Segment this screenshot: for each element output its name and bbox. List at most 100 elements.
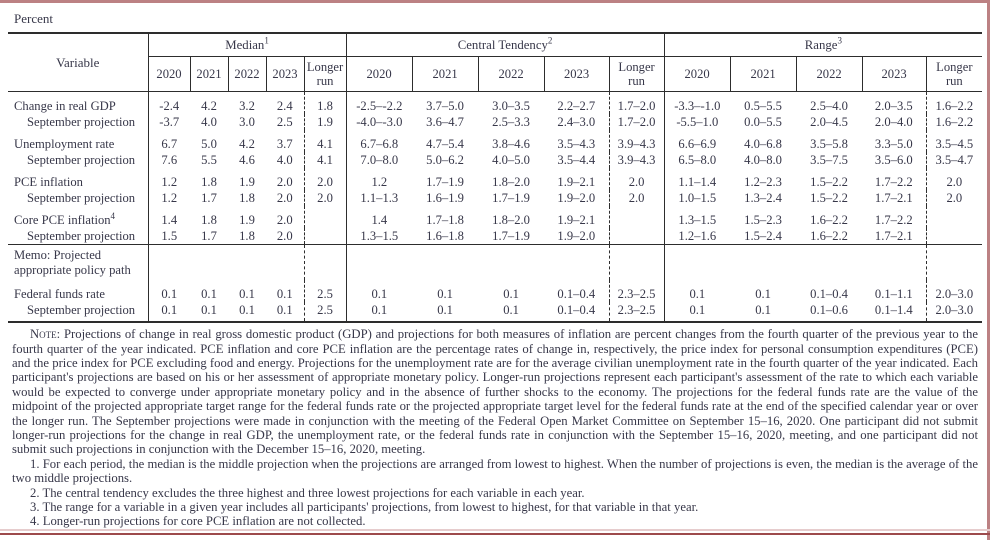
page-border-bottom-dark	[0, 533, 990, 535]
page-border-bottom-light	[0, 529, 990, 531]
central-2021-value: 3.7–5.0	[426, 99, 464, 114]
median-longer-run-value: 2.5	[303, 302, 347, 323]
central-2022-value: 0.1	[503, 287, 519, 302]
range-longer-run-value	[925, 244, 983, 281]
median-longer-run-value: 1.9	[303, 114, 347, 131]
central-2020-value: 1.3–1.5	[345, 228, 413, 245]
median-2021-value	[190, 244, 228, 281]
range-2022-value: 2.5–4.0	[810, 99, 848, 114]
table-row: Federal funds rate 0.1 0.1 0.1 0.1 2.5 0.1 0.1 0…	[8, 280, 983, 303]
central-2022-value: 1.8–2.0	[492, 175, 530, 190]
year-header-median-2022: 2022	[227, 56, 266, 93]
year-header-range-2020: 2020	[663, 56, 731, 93]
central-2023-value	[544, 244, 610, 281]
table-row: September projection 0.1 0.1 0.1 0.1 2.5 0.1 0.…	[8, 302, 983, 323]
central-2021-value: 4.7–5.4	[426, 137, 464, 152]
range-longer-run-value	[925, 228, 983, 245]
table-header: Variable Median1 Central Tendency2 Range…	[8, 33, 983, 93]
central-2023-value: 1.9–2.0	[557, 191, 596, 206]
memo-row: Memo: Projected appropriate policy path	[8, 244, 983, 281]
row-label: September projection	[27, 153, 136, 168]
row-label: September projection	[27, 191, 136, 206]
year-header-row: 2020 2021 2022 2023 Longer run 2020 2021…	[8, 56, 983, 93]
central-2020-value: 0.1	[345, 280, 413, 303]
range-longer-run-value: 1.6–2.2	[925, 114, 983, 131]
median-2022-value: 4.6	[239, 153, 255, 168]
median-2022-value: 0.1	[239, 287, 255, 302]
median-2022-value: 1.8	[239, 229, 255, 244]
central-longer-run-value	[608, 244, 665, 281]
central-2020-value: 1.4	[345, 206, 413, 229]
median-2020-value: 0.1	[147, 280, 190, 303]
range-2020-value	[663, 244, 731, 281]
range-2022-value: 3.5–7.5	[810, 153, 848, 168]
range-2023-value: 0.1–1.4	[874, 303, 913, 318]
footnote-3: 3. The range for a variable in a given y…	[30, 500, 699, 515]
median-2023-value: 0.1	[276, 303, 293, 318]
table-row: Core PCE inflation4 1.4 1.8 1.9 2.0 1.4 1.7–1.…	[8, 206, 983, 229]
row-label: September projection	[27, 303, 136, 318]
variable-column-header: Variable	[8, 33, 148, 93]
median-longer-run-value: 4.1	[303, 130, 347, 153]
median-longer-run-value: 2.0	[303, 190, 347, 207]
row-label: Core PCE inflation4	[14, 211, 116, 228]
median-2023-value: 4.0	[276, 153, 293, 168]
median-2022-value: 3.0	[239, 115, 255, 130]
footnote-ref-1: 1	[264, 35, 269, 46]
median-2021-value: 5.5	[201, 153, 217, 168]
table-row: September projection 1.5 1.7 1.8 2.0 1.3–1.5 1…	[8, 228, 983, 245]
median-2021-value: 0.1	[201, 287, 217, 302]
row-label: PCE inflation	[14, 175, 83, 190]
median-2022-value: 3.2	[239, 99, 255, 114]
central-2023-value: 1.9–2.1	[557, 213, 596, 228]
central-2022-value: 1.7–1.9	[492, 229, 530, 244]
median-2020-value: 0.1	[147, 302, 190, 323]
footnote-ref-4: 4	[110, 211, 116, 221]
range-2022-value: 1.6–2.2	[810, 229, 848, 244]
central-2022-value: 1.7–1.9	[492, 191, 530, 206]
range-2023-value: 1.7–2.2	[874, 213, 913, 228]
central-2021-value: 1.7–1.8	[426, 213, 464, 228]
range-2022-value: 1.5–2.2	[810, 191, 848, 206]
range-2023-value: 1.7–2.2	[874, 175, 913, 190]
range-2021-value	[730, 244, 797, 281]
table-row: September projection -3.7 4.0 3.0 2.5 1.9 -4.0…	[8, 114, 983, 131]
median-longer-run-value: 4.1	[303, 152, 347, 169]
page-border-right	[987, 0, 990, 540]
row-label: Memo: Projected appropriate policy path	[8, 244, 148, 281]
central-2023-value: 0.1–0.4	[557, 287, 596, 302]
median-2021-value: 1.8	[201, 175, 217, 190]
range-longer-run-value: 3.5–4.5	[925, 130, 983, 153]
range-longer-run-value: 2.0–3.0	[925, 280, 983, 303]
median-2023-value: 2.0	[276, 213, 293, 228]
range-2020-value: 0.1	[663, 302, 731, 323]
central-2022-value: 2.5–3.3	[492, 115, 530, 130]
footnote-2: 2. The central tendency excludes the thr…	[30, 485, 585, 500]
year-header-range-longer-run: Longer run	[925, 56, 983, 93]
range-2022-value: 2.0–4.5	[810, 115, 848, 130]
range-longer-run-value: 2.0	[925, 190, 983, 207]
central-2020-value: 1.1–1.3	[345, 190, 413, 207]
median-2020-value: 7.6	[147, 152, 190, 169]
central-2022-value	[478, 244, 545, 281]
median-2021-value: 1.8	[201, 213, 217, 228]
range-2021-value: 4.0–6.8	[744, 137, 782, 152]
year-header-median-2023: 2023	[265, 56, 304, 93]
footnote-ref-2: 2	[547, 35, 553, 46]
range-2021-value: 1.5–2.4	[744, 229, 782, 244]
median-2023-value: 2.5	[276, 115, 293, 130]
range-2021-value: 4.0–8.0	[744, 153, 782, 168]
central-longer-run-value: 2.3–2.5	[608, 302, 665, 323]
range-2020-value: 1.0–1.5	[663, 190, 731, 207]
range-2021-value: 0.0–5.5	[744, 115, 782, 130]
central-2021-value: 0.1	[437, 287, 453, 302]
range-longer-run-value	[925, 206, 983, 229]
range-2020-value: 0.1	[663, 280, 731, 303]
central-2023-value: 2.4–3.0	[557, 115, 596, 130]
central-2020-value: -4.0–-3.0	[345, 114, 413, 131]
range-2020-value: 6.6–6.9	[663, 130, 731, 153]
range-2023-value: 1.7–2.1	[874, 191, 913, 206]
central-2020-value	[345, 244, 413, 281]
median-2023-value: 2.0	[276, 175, 293, 190]
median-2020-value	[147, 244, 190, 281]
